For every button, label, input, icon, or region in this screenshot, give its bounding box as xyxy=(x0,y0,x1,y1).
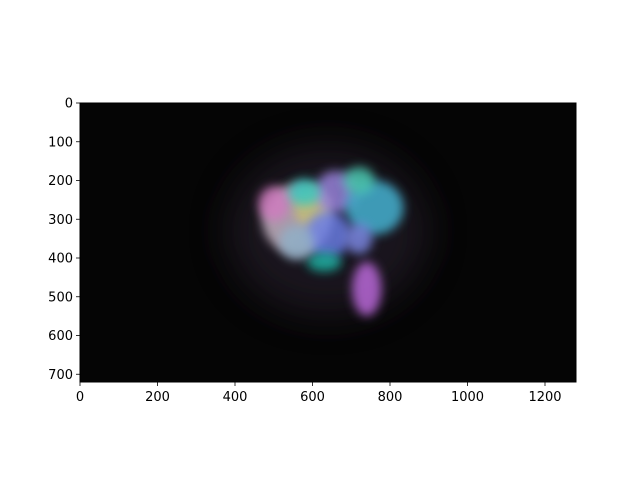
x-tick-label: 200 xyxy=(145,390,170,405)
y-tick-label: 100 xyxy=(48,135,73,150)
y-tick-label: 400 xyxy=(48,252,73,267)
image-area xyxy=(80,103,576,382)
image-blob-9 xyxy=(344,167,375,194)
x-tick-label: 1200 xyxy=(528,390,561,405)
image-blob-1 xyxy=(258,186,289,221)
image-blob-6 xyxy=(307,252,342,271)
y-tick-label: 300 xyxy=(48,213,73,228)
image-blob-10 xyxy=(352,262,381,316)
x-tick-label: 1000 xyxy=(451,390,484,405)
image-blob-8 xyxy=(289,179,320,206)
y-tick-label: 500 xyxy=(48,290,73,305)
y-tick-label: 700 xyxy=(48,368,73,383)
x-tick-label: 800 xyxy=(378,390,403,405)
x-axis: 0 200 400 600 800 1000 1200 xyxy=(76,382,562,405)
image-blob-11 xyxy=(345,223,372,254)
x-tick-label: 600 xyxy=(300,390,325,405)
y-tick-label: 0 xyxy=(65,97,73,112)
y-tick-label: 200 xyxy=(48,174,73,189)
x-tick-label: 0 xyxy=(76,390,84,405)
y-tick-label: 600 xyxy=(48,329,73,344)
y-axis: 0 100 200 300 400 500 600 700 xyxy=(48,97,80,383)
x-tick-label: 400 xyxy=(223,390,248,405)
image-blob-7 xyxy=(280,225,315,260)
